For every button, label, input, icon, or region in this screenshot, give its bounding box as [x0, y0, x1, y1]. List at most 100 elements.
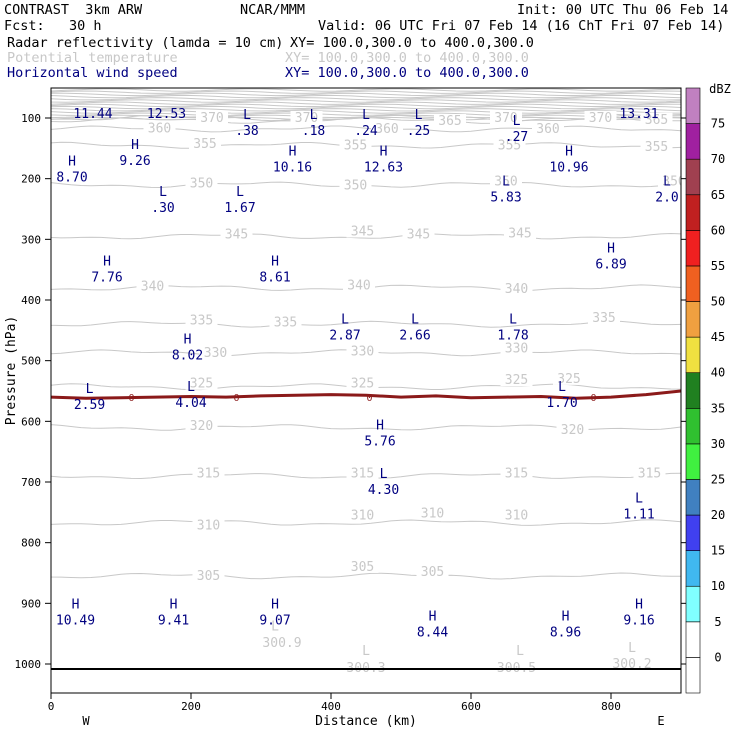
theta-label-bg: [343, 278, 375, 292]
wind-extremum-value: 9.07: [259, 613, 290, 628]
theta-label-bg: [346, 559, 379, 573]
theta-contour-label: 355: [498, 138, 521, 153]
wind-extremum-marker: H: [562, 610, 570, 625]
theta-label-bg: [371, 121, 403, 135]
theta-contour-label: 325: [557, 372, 580, 387]
theta-label-bg: [346, 508, 379, 522]
wind-extremum-value: .24: [354, 124, 378, 139]
wind-extremum-value: 4.04: [175, 396, 206, 411]
wind-extremum-value: 6.89: [595, 257, 626, 272]
theta-extremum-marker: L: [516, 644, 524, 659]
forecast-hour: Fcst: 30 h: [4, 18, 102, 34]
theta-contour-label: 355: [193, 137, 216, 152]
theta-label-bg: [192, 569, 225, 583]
theta-contour-label: 360: [375, 122, 398, 137]
field-xy-wind: XY= 100.0,300.0 to 400.0,300.0: [285, 65, 529, 81]
theta-contour-label: 305: [421, 565, 444, 580]
wind-extremum-value: 12.63: [364, 160, 403, 175]
wind-extremum-value: 8.70: [56, 171, 87, 186]
theta-label-bg: [416, 506, 449, 520]
theta-contour-label: 350: [662, 175, 685, 190]
wind-extremum-value: 10.16: [273, 160, 312, 175]
colorbar-swatch: [685, 265, 701, 302]
colorbar-swatch: [685, 479, 701, 516]
wind-extremum-marker: H: [607, 241, 615, 256]
colorbar-level-label: 10: [711, 579, 725, 593]
valid-time: Valid: 06 UTC Fri 07 Feb 14 (16 ChT Fri …: [318, 18, 725, 34]
colorbar-swatch: [685, 158, 701, 196]
colorbar-swatch: [685, 336, 701, 374]
theta-label-bg: [553, 371, 585, 385]
theta-label-bg: [346, 376, 379, 390]
theta-label-bg: [402, 227, 435, 241]
theta-contour-label: 355: [645, 140, 668, 155]
wind-extremum-marker: H: [103, 255, 111, 270]
wind-extremum-value: 1.70: [546, 396, 577, 411]
theta-contour-label: 325: [190, 377, 213, 392]
colorbar-level-label: 55: [711, 259, 725, 273]
wind-extremum-value: 10.49: [56, 613, 95, 628]
wind-extremum-value: 9.26: [119, 154, 150, 169]
wind-extremum-marker: H: [289, 144, 297, 159]
wind-extremum-value: 8.44: [417, 626, 448, 641]
x-tick-label: 0: [48, 700, 55, 713]
colorbar-level-label: 20: [711, 508, 725, 522]
wind-extremum-value: 5.83: [490, 191, 521, 206]
colorbar-swatch: [685, 514, 701, 551]
east-label: E: [657, 714, 664, 728]
colorbar-level-label: 75: [711, 117, 725, 131]
wind-extremum-marker: L: [243, 108, 251, 123]
theta-label-bg: [350, 661, 382, 675]
center-label: NCAR/MMM: [240, 2, 306, 18]
colorbar-level-label: 0: [714, 650, 721, 664]
colorbar-swatch: [685, 621, 701, 658]
theta-contour-label: 305: [197, 569, 220, 584]
x-tick-label: 400: [321, 700, 341, 713]
west-label: W: [82, 714, 90, 728]
theta-upper-line: [51, 108, 681, 112]
wind-extremum-value: 2.0: [655, 191, 678, 206]
wind-extremum-marker: H: [170, 597, 178, 612]
y-tick-label: 600: [21, 415, 41, 428]
theta-contour-label: 330: [351, 345, 374, 360]
wind-extremum-value: 8.61: [259, 271, 290, 286]
theta-label-bg: [346, 344, 379, 358]
field-xy-theta: XY= 100.0,300.0 to 400.0,300.0: [285, 50, 529, 66]
y-tick-label: 800: [21, 537, 41, 550]
theta-label-bg: [192, 518, 225, 532]
theta-label-bg: [136, 279, 169, 293]
colorbar-swatch: [685, 443, 701, 480]
theta-label-bg: [616, 657, 648, 670]
y-tick-label: 700: [21, 476, 41, 489]
colorbar-level-label: 60: [711, 223, 725, 237]
theta-contour-label: 320: [190, 419, 213, 434]
theta-contour-label: 335: [190, 314, 213, 329]
theta-contour-label: 315: [505, 467, 528, 482]
wind-extremum-value: 9.16: [623, 613, 654, 628]
theta-contour-label: 365: [438, 114, 461, 129]
wind-extremum-marker: L: [513, 114, 521, 129]
theta-label-bg: [640, 112, 673, 126]
theta-contour-label: 345: [225, 227, 248, 242]
theta-contour-label: 370: [200, 111, 223, 126]
model-title: CONTRAST 3km ARW: [4, 2, 143, 18]
theta-contour-label: 315: [638, 467, 661, 482]
theta-upper-line: [51, 110, 681, 114]
theta-label-bg: [500, 373, 533, 387]
y-tick-label: 200: [21, 173, 41, 186]
theta-contour-label: 340: [141, 280, 164, 295]
theta-contour-label: 335: [274, 315, 297, 330]
plot-interior: 370 370 370 370 365 365 360 360 360 355 355 355 355 3…: [51, 88, 685, 676]
x-tick-label: 600: [461, 700, 481, 713]
wind-extremum-marker: L: [362, 108, 370, 123]
theta-label-bg: [584, 111, 617, 124]
wind-extremum-marker: H: [131, 138, 139, 153]
wind-extremum-value: 7.76: [91, 271, 122, 286]
wind-extremum-marker: L: [635, 491, 643, 506]
theta-contour-label: 330: [505, 342, 528, 357]
theta-upper-line: [51, 105, 681, 110]
theta-upper-line: [51, 112, 681, 116]
wind-extremum-value: 4.30: [368, 483, 399, 498]
